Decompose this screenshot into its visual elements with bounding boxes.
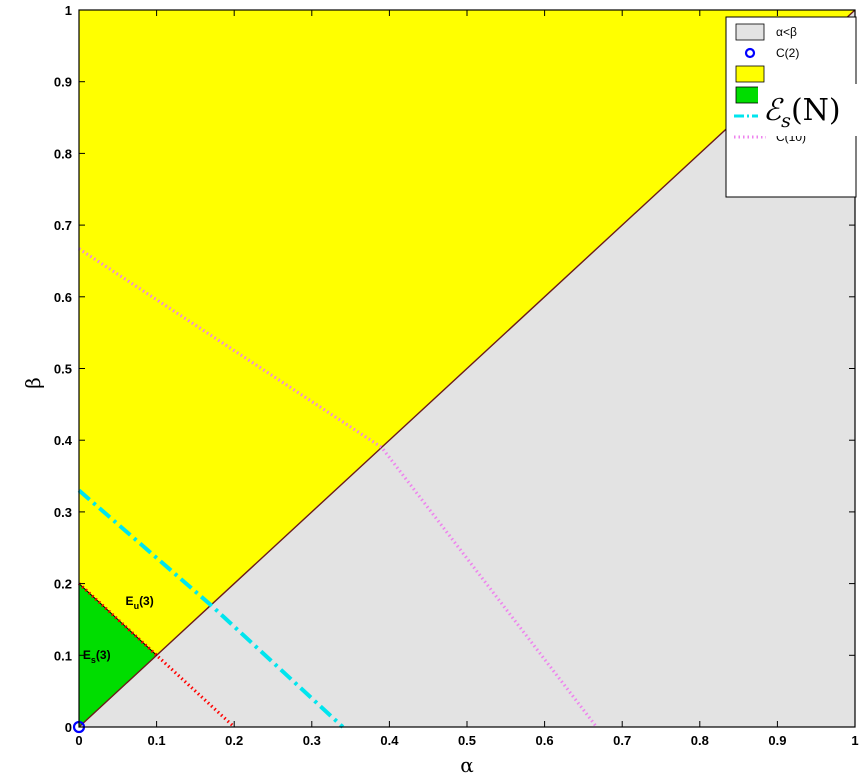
- legend-marker-c-2: [744, 47, 756, 59]
- x-tick-label-1: 1: [851, 733, 858, 748]
- region-eu-3: [79, 10, 855, 656]
- y-tick-label-0-4: 0.4: [54, 433, 73, 448]
- x-tick-label-0-4: 0.4: [380, 733, 399, 748]
- y-tick-label-0-7: 0.7: [54, 218, 72, 233]
- ticks-group: 0 0.1 0.2 0.3 0.4 0.5 0.6 0.7 0.8 0.9 1 0 0.1 0.2 0.3 0…: [54, 3, 859, 748]
- y-tick-label-1: 1: [65, 3, 72, 18]
- regions-group: [78, 9, 856, 728]
- region-es-3: [79, 583, 157, 727]
- x-axis-label: α: [460, 753, 474, 777]
- x-tick-label-0-9: 0.9: [768, 733, 786, 748]
- annotations-group: Eu(3) Es(3): [83, 594, 154, 665]
- legend-label-item: α<β: [776, 25, 797, 39]
- x-tick-label-0: 0: [75, 733, 82, 748]
- x-tick-label-0-8: 0.8: [691, 733, 709, 748]
- overlay-box: [758, 84, 860, 136]
- region-label-es: Es(3): [83, 648, 111, 665]
- x-tick-label-0-1: 0.1: [148, 733, 166, 748]
- y-tick-label-0-5: 0.5: [54, 362, 72, 377]
- y-tick-label-0-9: 0.9: [54, 75, 72, 90]
- x-tick-label-0-2: 0.2: [225, 733, 243, 748]
- y-tick-label-0-2: 0.2: [54, 577, 72, 592]
- y-tick-label-0-1: 0.1: [54, 648, 72, 663]
- x-tick-label-0-6: 0.6: [536, 733, 554, 748]
- y-tick-label-0-3: 0.3: [54, 505, 72, 520]
- overlay-math-text: ℰs(N): [763, 93, 841, 132]
- region-label-eu: Eu(3): [126, 594, 154, 611]
- legend-label-c-2: C(2): [776, 46, 799, 60]
- y-tick-label-0-8: 0.8: [54, 146, 72, 161]
- series-line-c-4: [77, 488, 345, 729]
- eu-es-boundary: [78, 583, 157, 656]
- legend-swatch-ffff00: [735, 65, 765, 83]
- x-tick-label-0-3: 0.3: [303, 733, 321, 748]
- x-tick-label-0-7: 0.7: [613, 733, 631, 748]
- overlay-math-label: ℰs(N): [758, 84, 860, 136]
- y-tick-label-0: 0: [65, 720, 72, 735]
- y-axis-label: β: [21, 377, 45, 389]
- x-tick-label-0-5: 0.5: [458, 733, 476, 748]
- legend-swatch-item: [735, 23, 765, 41]
- series-line-c-3: [77, 582, 236, 729]
- y-tick-label-0-6: 0.6: [54, 290, 72, 305]
